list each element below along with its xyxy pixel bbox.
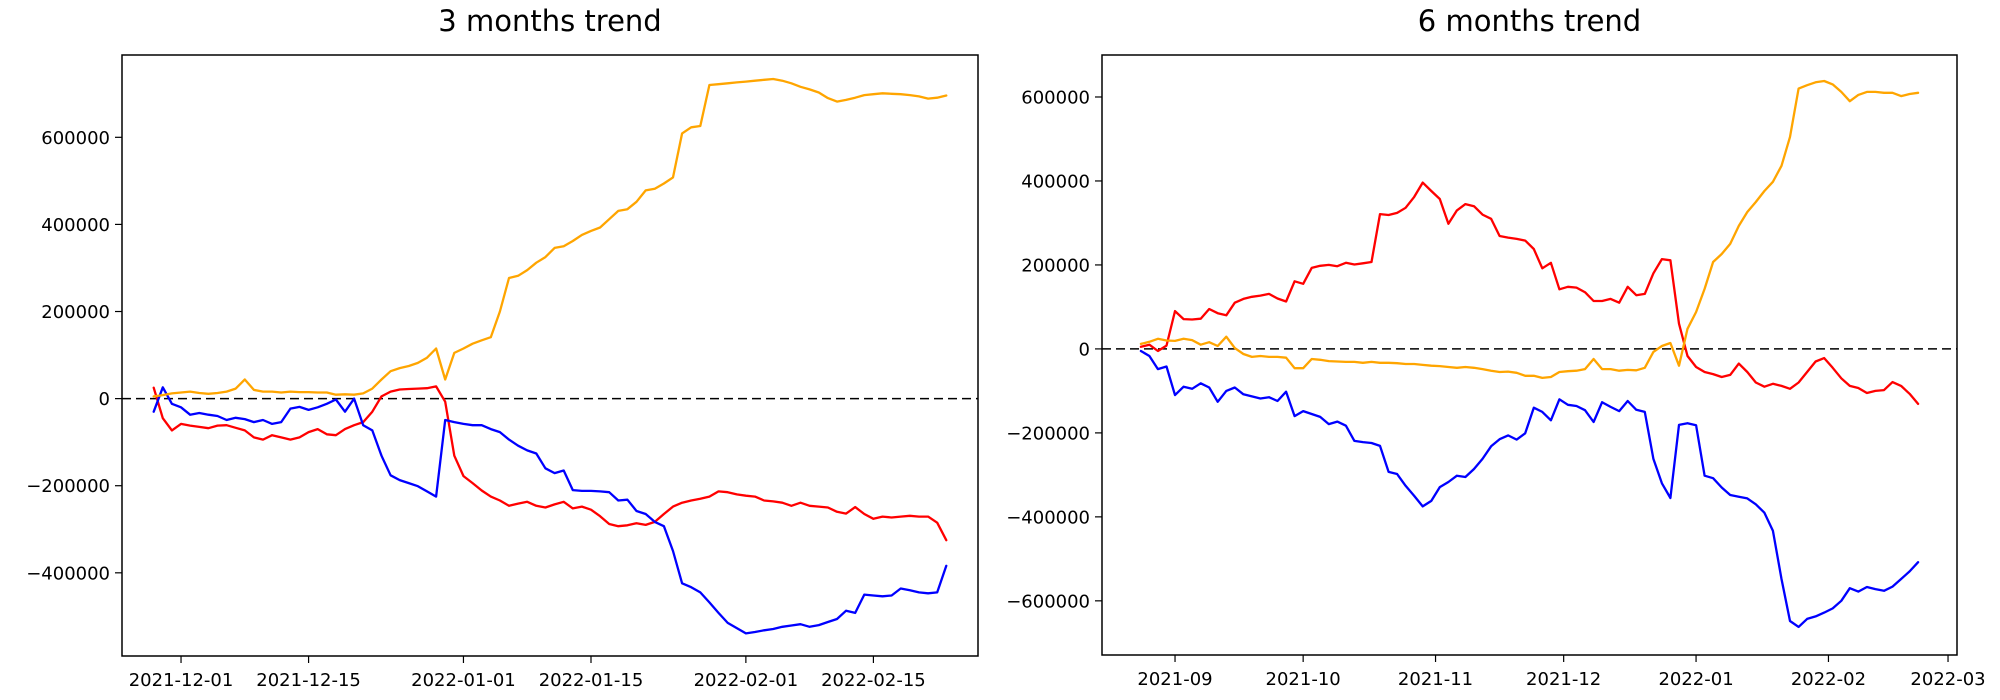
chart-title-6-months: 6 months trend xyxy=(1417,4,1642,38)
y-tick-label: −400000 xyxy=(26,563,110,584)
x-tick-label: 2021-09 xyxy=(1137,669,1212,690)
x-tick-label: 2022-01-15 xyxy=(539,670,644,691)
x-tick-label: 2021-12-01 xyxy=(129,670,234,691)
x-tick-label: 2022-02-15 xyxy=(821,670,926,691)
x-tick-label: 2022-01 xyxy=(1658,669,1733,690)
y-tick-label: 600000 xyxy=(41,128,110,149)
y-tick-label: 600000 xyxy=(1021,87,1090,108)
series-line-red xyxy=(152,385,948,542)
plot-border xyxy=(121,54,979,657)
x-tick-label: 2021-12-15 xyxy=(256,670,361,691)
y-tick-label: 200000 xyxy=(1021,255,1090,276)
line-chart-6-months: 2021-09 2021-10 2021-11 2021-12 2022-01 2022-… xyxy=(1006,54,1986,690)
y-tick-label: −200000 xyxy=(26,476,110,497)
x-tick-label: 2022-03 xyxy=(1910,669,1985,690)
x-tick-label: 2022-02 xyxy=(1791,669,1866,690)
y-tick-label: −200000 xyxy=(1006,423,1090,444)
series-line-blue xyxy=(1139,349,1920,629)
y-tick-label: −600000 xyxy=(1006,591,1090,612)
y-tick-label: 400000 xyxy=(41,215,110,236)
line-chart-3-months: 2021-12-01 2021-12-15 2022-01-01 2022-01-15… xyxy=(26,54,979,691)
chart-3-months-trend: 3 months trend 2021-12-01 2021-12-15 2022-… xyxy=(26,4,979,691)
y-tick-label: 0 xyxy=(99,389,110,410)
plot-border xyxy=(1101,54,1958,656)
y-tick-label: 400000 xyxy=(1021,171,1090,192)
series-line-orange xyxy=(1139,79,1920,380)
y-tick-label: 200000 xyxy=(41,302,110,323)
y-tick-label: 0 xyxy=(1079,339,1090,360)
x-tick-label: 2021-12 xyxy=(1526,669,1601,690)
chart-title-3-months: 3 months trend xyxy=(438,4,662,38)
x-tick-label: 2021-11 xyxy=(1398,669,1473,690)
chart-6-months-trend: 6 months trend 2021-09 2021-10 2021-11 2021… xyxy=(1000,0,2000,700)
x-tick-label: 2022-01-01 xyxy=(411,670,516,691)
x-tick-label: 2022-02-01 xyxy=(694,670,799,691)
series-line-red xyxy=(1139,181,1920,406)
x-tick-label: 2021-10 xyxy=(1266,669,1341,690)
series-line-orange xyxy=(152,77,948,398)
series-line-blue xyxy=(152,386,948,635)
y-tick-label: −400000 xyxy=(1006,507,1090,528)
